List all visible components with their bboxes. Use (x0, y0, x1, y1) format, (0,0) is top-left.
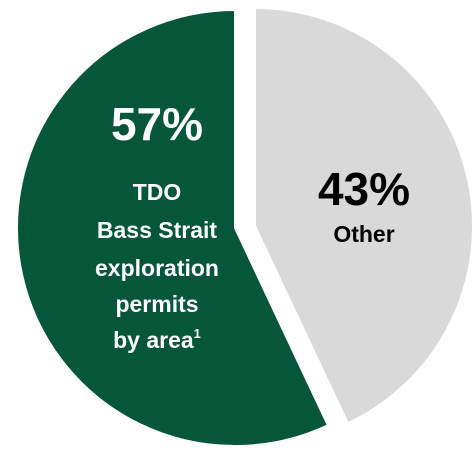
slice-percent-tdo: 57% (111, 98, 203, 150)
pie-slice-other (254, 6, 474, 425)
slice-label-tdo-line: permits (115, 291, 198, 317)
slice-label-tdo-line: TDO (133, 179, 182, 205)
slice-label-tdo-line: exploration (95, 255, 219, 281)
slice-label-tdo-line: Bass Strait (97, 217, 218, 243)
slice-percent-other: 43% (318, 163, 410, 215)
slice-label-tdo-line: by area1 (113, 326, 201, 353)
footnote-marker: 1 (194, 326, 201, 341)
slice-label-other-line: Other (333, 221, 394, 247)
pie-slice-tdo (16, 8, 330, 447)
